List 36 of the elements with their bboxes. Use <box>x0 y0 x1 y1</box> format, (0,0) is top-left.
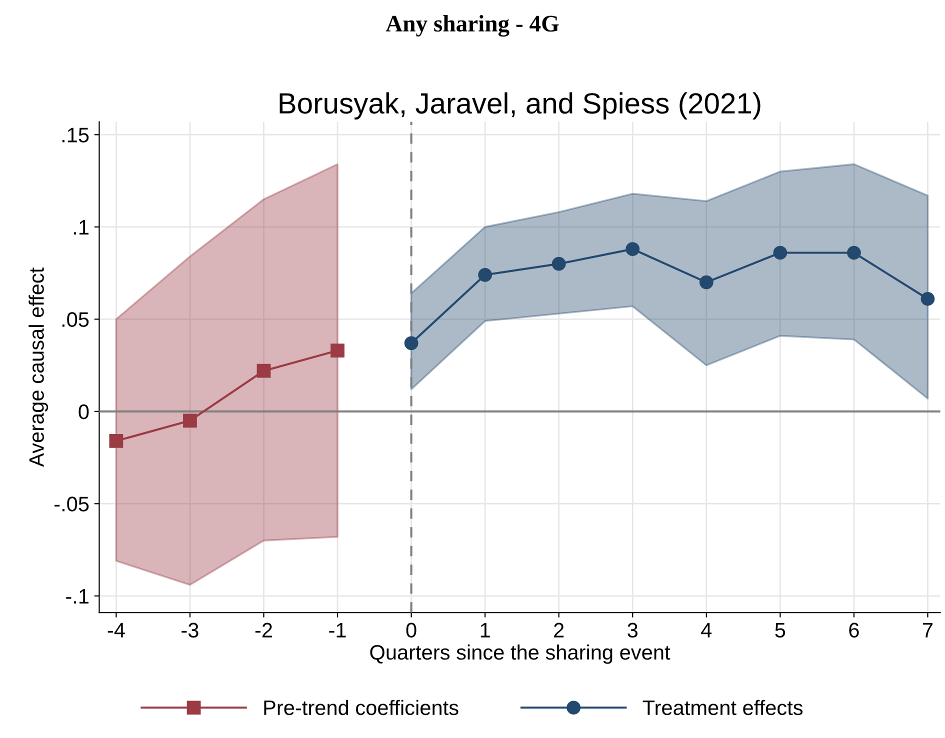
point <box>626 242 640 256</box>
point <box>109 434 124 448</box>
point <box>183 414 197 428</box>
x-tick-label: 4 <box>701 623 712 638</box>
chart-subtitle: Borusyak, Jaravel, and Spiess (2021) <box>280 92 760 120</box>
y-tick-label: 0 <box>78 404 89 420</box>
x-axis-title: Quarters since the sharing event <box>370 644 670 664</box>
y-tick-label: .1 <box>74 220 88 234</box>
x-tick-label: -2 <box>255 622 272 638</box>
x-tick-label: 6 <box>849 622 859 638</box>
point <box>920 292 935 306</box>
point <box>330 344 344 358</box>
point <box>847 246 861 260</box>
point <box>478 268 492 282</box>
x-tick-label: 3 <box>628 622 638 638</box>
point <box>256 364 271 378</box>
y-tick-label: .15 <box>62 128 89 142</box>
y-tick-label: .05 <box>62 312 89 327</box>
point <box>773 246 788 260</box>
y-tick-label: -.05 <box>54 496 89 512</box>
x-tick-label: 1 <box>480 623 490 638</box>
x-tick-label: 0 <box>406 622 416 638</box>
y-axis-title: Average causal effect <box>28 267 48 467</box>
legend-label: Pre-trend coefficients <box>264 700 458 716</box>
y-tick-label: -.1 <box>66 589 88 604</box>
legend-label: Treatment effects <box>642 700 803 716</box>
x-tick-label: -1 <box>329 623 346 638</box>
x-tick-label: 5 <box>775 623 786 638</box>
x-tick-label: -3 <box>182 622 198 638</box>
x-tick-label: 7 <box>923 623 932 638</box>
x-tick-label: 2 <box>554 622 564 638</box>
point <box>552 256 566 271</box>
point <box>699 275 714 290</box>
x-tick-label: -4 <box>108 623 125 638</box>
point <box>404 336 418 350</box>
chart-title: Any sharing - 4G <box>386 15 559 37</box>
